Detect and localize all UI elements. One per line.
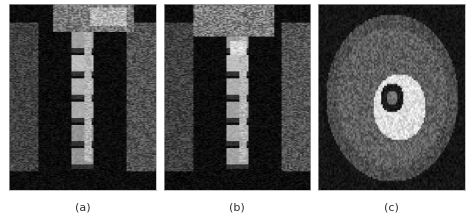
Text: (a): (a) — [75, 202, 91, 212]
Text: (b): (b) — [229, 202, 245, 212]
Text: (c): (c) — [383, 202, 399, 212]
